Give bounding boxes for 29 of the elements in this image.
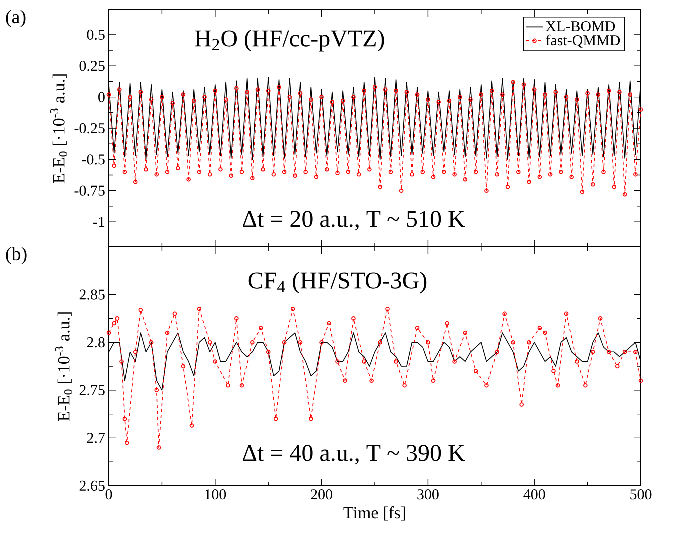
legend-label: fast-QMMD <box>546 34 620 48</box>
x-tick-label: 500 <box>630 490 652 500</box>
x-tick-label: 400 <box>524 490 546 500</box>
x-axis-title: Time [fs] <box>344 506 406 521</box>
text: (a) <box>6 10 26 28</box>
y-tick-label: -0.25 <box>74 123 105 134</box>
y-tick-label: 2.8 <box>87 338 105 348</box>
y-tick-label: -0.5 <box>82 154 105 165</box>
annotation: CF$_{4}$ (HF/STO-3G) <box>248 272 427 294</box>
annotation: Δt = 20 a.u., T ~ 510 K <box>243 211 466 231</box>
annotation: Δt = 40 a.u., T ~ 390 K <box>243 445 466 465</box>
annotation: H$_{2}$O (HF/cc-pVTZ) <box>195 30 384 52</box>
y-tick-label: -1 <box>94 217 105 228</box>
y-tick-label: 2.7 <box>87 433 106 444</box>
x-tick-label: 100 <box>205 490 226 500</box>
y-tick-label: 0.5 <box>87 30 105 40</box>
legend-label: XL-BOMD <box>546 21 616 32</box>
y-tick-label: 2.75 <box>80 385 105 396</box>
y-tick-label: 0.25 <box>80 61 105 72</box>
x-tick-label: 200 <box>311 490 332 500</box>
x-tick-label: 0 <box>106 490 112 500</box>
y-tick-label: 0 <box>98 92 105 102</box>
y-tick-label: 2.85 <box>80 290 105 300</box>
y-axis-title: E-E$_{0}$ [·10$^{-3}$ a.u.] <box>55 312 72 422</box>
x-tick-label: 300 <box>418 490 439 500</box>
y-tick-label: 2.65 <box>80 480 105 492</box>
y-axis-title: E-E$_{0}$ [·10$^{-3}$ a.u.] <box>50 74 68 184</box>
text: (b) <box>6 247 27 264</box>
y-tick-label: -0.75 <box>74 186 105 196</box>
